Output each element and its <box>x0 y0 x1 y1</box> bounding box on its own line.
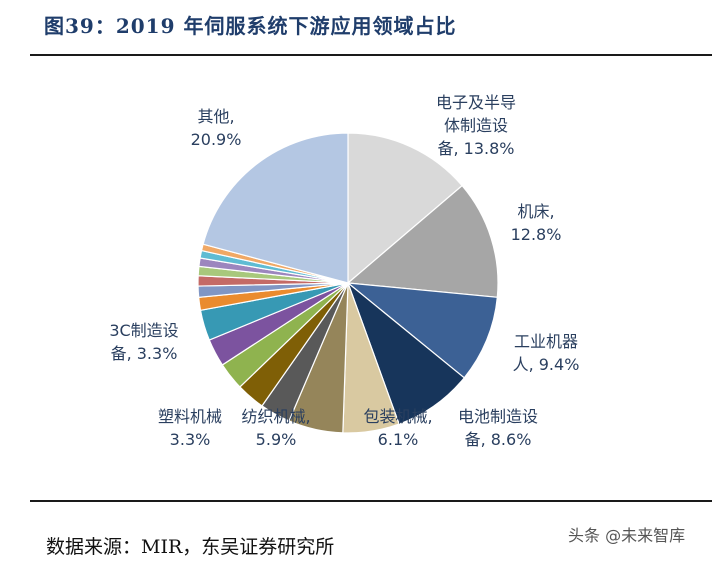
bottom-rule <box>30 500 712 502</box>
slice-label-line: 纺织机械, <box>241 407 310 426</box>
slice-label-line: 6.1% <box>378 430 419 449</box>
slice-label-19: 其他, 20.9% <box>191 107 242 149</box>
slice-label-5: 包装机械, 6.1% <box>363 407 432 449</box>
slice-label-line: 人, 9.4% <box>513 355 580 374</box>
slice-label-line: 5.9% <box>256 430 297 449</box>
slice-label-line: 20.9% <box>191 130 242 149</box>
slice-label-1: 电子及半导体制造设备, 13.8% <box>436 93 516 158</box>
slice-label-line: 电子及半导 <box>436 93 516 112</box>
slice-label-11: 3C制造设备, 3.3% <box>109 321 178 363</box>
chart-title: 图39：2019 年伺服系统下游应用领域占比 <box>44 14 457 38</box>
top-rule <box>30 54 712 56</box>
pie-slice-2 <box>346 184 499 298</box>
slice-label-3: 工业机器人, 9.4% <box>513 332 580 374</box>
slice-label-4: 电池制造设备, 8.6% <box>458 407 538 449</box>
slice-label-line: 3C制造设 <box>109 321 178 340</box>
slice-label-line: 备, 13.8% <box>437 139 514 158</box>
watermark: 头条 @未来智库 <box>568 522 685 546</box>
pie-slice-19 <box>202 132 349 284</box>
slice-label-line: 3.3% <box>170 430 211 449</box>
slice-label-6: 纺织机械, 5.9% <box>241 407 310 449</box>
slice-label-line: 电池制造设 <box>458 407 538 426</box>
slice-label-line: 塑料机械 <box>158 407 222 426</box>
slice-label-line: 其他, <box>197 107 234 126</box>
slice-label-line: 12.8% <box>511 225 562 244</box>
pie-chart: 电子及半导体制造设备, 13.8% 机床, 12.8% 工业机器人, 9.4% 电池制造… <box>109 93 580 449</box>
slice-label-line: 备, 3.3% <box>111 344 178 363</box>
slice-label-line: 机床, <box>517 202 554 221</box>
slice-label-7: 塑料机械 3.3% <box>158 407 222 449</box>
slice-label-line: 包装机械, <box>363 407 432 426</box>
slice-label-line: 备, 8.6% <box>465 430 532 449</box>
slice-label-line: 体制造设 <box>444 116 508 135</box>
slice-label-2: 机床, 12.8% <box>511 202 562 244</box>
pie-slice-3 <box>346 282 498 379</box>
source-note: 数据来源：MIR，东吴证券研究所 <box>46 536 335 558</box>
slice-label-line: 工业机器 <box>514 332 578 351</box>
watermark-text: 头条 @未来智库 <box>568 526 686 545</box>
pie-slice-1 <box>347 132 463 285</box>
